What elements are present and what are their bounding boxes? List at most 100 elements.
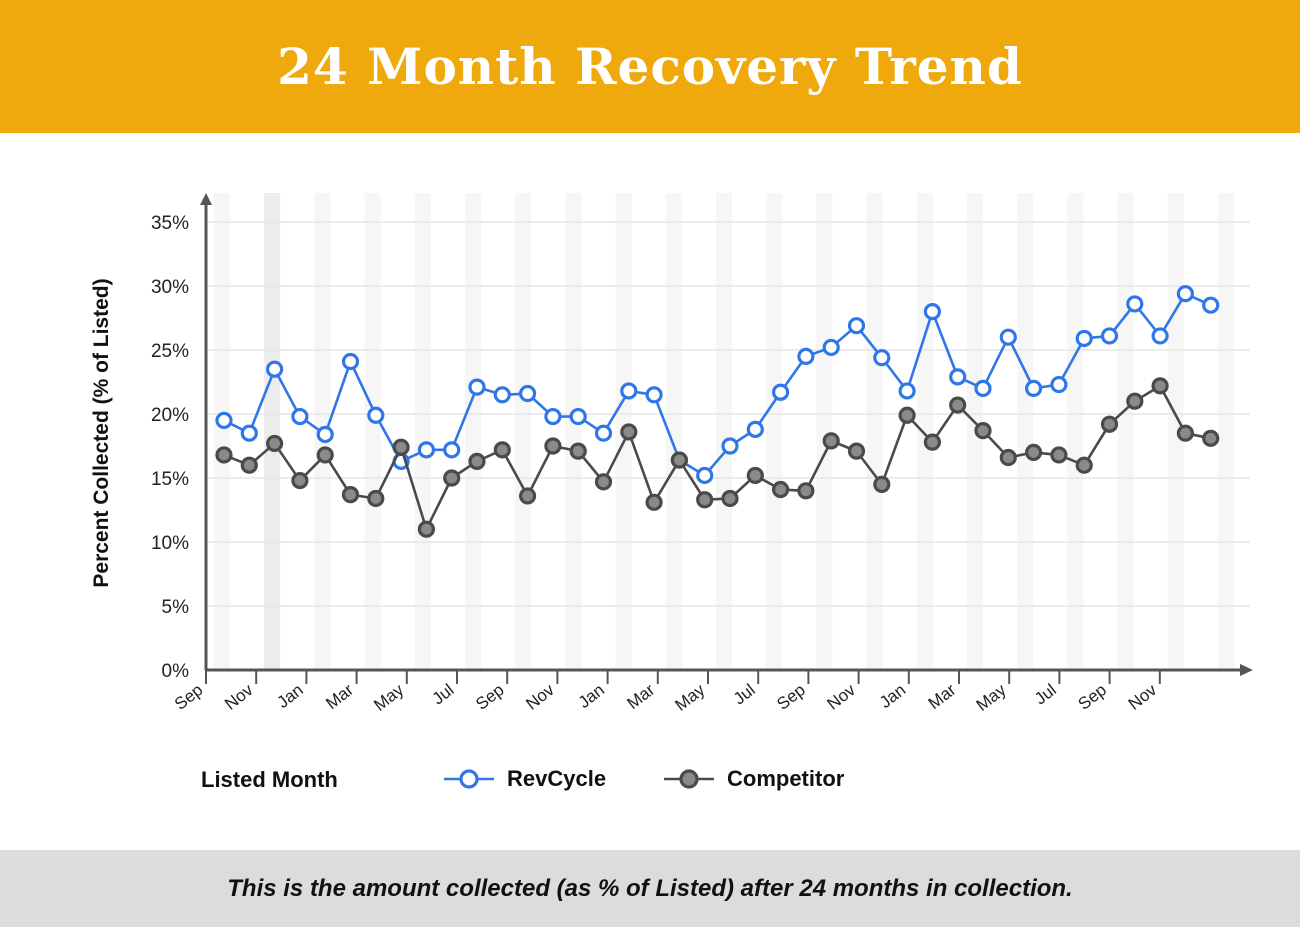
y-axis-title: Percent Collected (% of Listed) xyxy=(90,278,113,587)
competitor-point xyxy=(468,452,486,470)
legend-competitor-label: Competitor xyxy=(727,766,845,791)
competitor-point xyxy=(443,469,461,487)
revcycle-point xyxy=(1202,296,1220,314)
competitor-point xyxy=(923,433,942,451)
grid-band xyxy=(1017,193,1034,670)
grid-band xyxy=(364,193,381,670)
x-tick-label: Sep xyxy=(171,680,207,714)
competitor-point xyxy=(797,482,815,500)
revcycle-point xyxy=(544,407,562,426)
revcycle-point xyxy=(1151,327,1169,345)
competitor-point xyxy=(316,446,334,464)
grid-band xyxy=(214,193,230,670)
x-tick-label: Jul xyxy=(1031,680,1060,708)
competitor-point xyxy=(392,438,410,456)
x-tick-label: Jul xyxy=(429,680,458,708)
revcycle-point xyxy=(1176,285,1195,303)
grid-band xyxy=(766,193,783,670)
revcycle-point xyxy=(923,303,942,321)
y-tick-label: 0% xyxy=(162,661,190,682)
x-tick-label: May xyxy=(370,680,407,715)
competitor-point xyxy=(569,442,587,460)
x-tick-label: Nov xyxy=(1125,680,1161,714)
competitor-point xyxy=(341,486,360,504)
grid-band xyxy=(515,193,532,670)
competitor-point xyxy=(1126,392,1144,410)
grid-band xyxy=(1167,193,1184,670)
x-tick-label: May xyxy=(973,680,1010,715)
grid-band xyxy=(866,193,883,670)
x-tick-label: Nov xyxy=(221,680,257,714)
revcycle-point xyxy=(721,437,739,455)
competitor-point xyxy=(847,442,866,460)
grid-band xyxy=(816,193,833,670)
grid-band xyxy=(1117,193,1134,670)
competitor-point xyxy=(822,432,840,450)
competitor-point xyxy=(974,422,992,440)
competitor-point xyxy=(999,448,1017,467)
grid-band xyxy=(716,193,732,670)
competitor-point xyxy=(620,423,638,441)
revcycle-point xyxy=(999,328,1017,346)
revcycle-point xyxy=(367,406,385,424)
revcycle-point xyxy=(518,384,537,403)
revcycle-point xyxy=(240,424,258,442)
x-tick-label: Jan xyxy=(876,680,909,712)
competitor-point xyxy=(696,491,714,509)
revcycle-point xyxy=(898,382,916,400)
revcycle-point xyxy=(974,379,992,397)
grid-band xyxy=(1067,193,1084,670)
competitor-point xyxy=(1176,424,1195,442)
y-tick-label: 5% xyxy=(162,597,190,618)
revcycle-point xyxy=(1100,327,1119,345)
revcycle-point xyxy=(873,349,891,367)
y-tick-label: 15% xyxy=(151,469,189,490)
revcycle-point xyxy=(341,352,360,371)
revcycle-point xyxy=(746,420,764,438)
y-axis-arrow xyxy=(200,193,212,205)
competitor-point xyxy=(594,473,613,491)
revcycle-point xyxy=(569,407,587,426)
header-banner: 24 Month Recovery Trend xyxy=(0,0,1300,133)
competitor-point xyxy=(417,520,435,538)
revcycle-point xyxy=(797,347,815,365)
grid-band xyxy=(414,193,431,670)
x-tick-label: Sep xyxy=(1075,680,1111,714)
y-tick-label: 20% xyxy=(151,405,189,426)
competitor-point xyxy=(1100,415,1119,433)
competitor-point xyxy=(1151,377,1169,395)
chart-area: Percent Collected (% of Listed) 0% 5% 10% 1… xyxy=(0,133,1300,850)
revcycle-point xyxy=(316,425,334,444)
competitor-point xyxy=(215,446,233,464)
grid-band xyxy=(565,193,582,670)
grid-band xyxy=(665,193,682,670)
x-tick-label: Jan xyxy=(274,680,307,712)
competitor-point xyxy=(544,437,562,455)
competitor-point xyxy=(721,489,739,508)
revcycle-point xyxy=(1024,379,1043,397)
x-tick-label: Mar xyxy=(623,680,658,713)
competitor-point xyxy=(746,466,764,485)
x-axis-title: Listed Month xyxy=(201,767,338,792)
competitor-line xyxy=(223,384,1211,531)
competitor-point xyxy=(367,489,385,508)
x-axis-arrow xyxy=(1240,664,1253,676)
revcycle-point xyxy=(1075,329,1093,348)
competitor-point xyxy=(1050,446,1068,464)
revcycle-point xyxy=(215,411,233,429)
revcycle-point xyxy=(443,441,461,459)
competitor-point xyxy=(1202,429,1220,447)
revcycle-point xyxy=(1126,295,1144,313)
revcycle-point xyxy=(1050,375,1068,394)
y-tick-label: 35% xyxy=(151,213,189,234)
x-tick-label: Sep xyxy=(773,680,809,714)
x-tick-label: Jul xyxy=(730,680,759,708)
x-tick-label: Mar xyxy=(925,680,960,713)
competitor-point xyxy=(266,434,284,453)
revcycle-point xyxy=(493,386,511,404)
competitor-point xyxy=(1024,443,1043,461)
legend-competitor-marker xyxy=(679,769,699,789)
competitor-point xyxy=(771,480,790,499)
legend-revcycle-marker xyxy=(459,769,479,789)
grid-band xyxy=(264,193,281,670)
